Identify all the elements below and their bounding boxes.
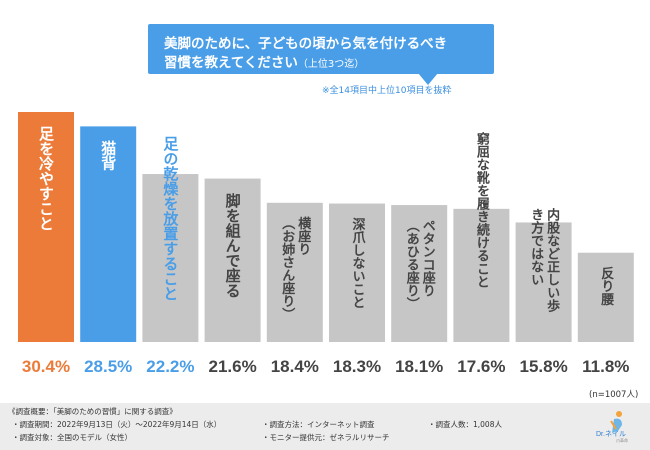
category-label-5-col1: 横座り <box>295 216 312 256</box>
value-label-8: 17.6% <box>457 357 505 376</box>
bar-4 <box>204 178 261 342</box>
logo-sub-text: 爪革命 <box>616 437 628 443</box>
question-line-1: 美脚のために、子どもの頃から気を付けるべき <box>164 36 448 52</box>
bar-3 <box>142 174 199 342</box>
bar-8 <box>453 208 510 342</box>
survey-footer: 《調査概要：「美脚のための習慣」に関する調査》 ・調査期間：2022年9月13日… <box>0 403 650 450</box>
bar-10 <box>577 252 634 342</box>
question-line-2-suffix: （上位3つ迄） <box>297 59 365 70</box>
category-label-9-col2: き方ではない <box>528 208 544 286</box>
value-label-4: 21.6% <box>208 357 256 376</box>
value-label-3: 22.2% <box>146 357 194 376</box>
category-label-7-col1: ペタンコ座り <box>420 219 437 297</box>
bar-2 <box>80 126 137 342</box>
category-label-6: 深爪しないこと <box>350 217 366 309</box>
category-label-2: 猫背 <box>99 140 117 172</box>
logo-text: Dr.ネイル <box>596 430 626 438</box>
logo-head-icon <box>616 411 622 417</box>
bar-6 <box>329 203 385 342</box>
value-label-9: 15.8% <box>519 357 567 376</box>
survey-target: ・調査対象：全国のモデル（女性） <box>12 433 132 442</box>
category-label-9-col1: 内股など正しい歩 <box>544 207 560 313</box>
question-line-2-main: 習慣を教えてください <box>164 55 298 71</box>
category-label-1: 足を冷やすこと <box>37 126 55 231</box>
survey-title: 《調査概要：「美脚のための習慣」に関する調査》 <box>8 407 177 416</box>
bar-7 <box>391 205 448 342</box>
logo-arm-icon <box>610 420 617 430</box>
question-banner: 美脚のために、子どもの頃から気を付けるべき 習慣を教えてください（上位3つ迄） <box>148 24 494 74</box>
value-label-7: 18.1% <box>395 357 443 376</box>
logo-body-icon <box>612 418 622 433</box>
value-label-6: 18.3% <box>333 357 381 376</box>
category-label-5-col2: （お姉さん座り） <box>279 217 296 321</box>
banner-tail <box>418 73 438 85</box>
bar-1 <box>18 112 74 342</box>
nail-figure-icon: Dr.ネイル 爪革命 <box>596 411 628 443</box>
sample-size-label: (n=1007人) <box>589 390 639 400</box>
survey-provider: ・モニター提供元：ゼネラルリサーチ <box>262 433 390 442</box>
category-label-10: 反り腰 <box>598 266 615 307</box>
value-label-1: 30.4% <box>22 357 70 376</box>
category-label-4: 脚を組んで座る <box>224 193 242 298</box>
survey-method: ・調査方法：インターネット調査 <box>262 420 375 429</box>
bar-chart: 足を冷やすこと 30.4% 猫背 28.5% 足の乾燥を放置すること 22.2% 脚を組んで… <box>18 112 634 376</box>
value-label-5: 18.4% <box>271 357 319 376</box>
category-label-3: 足の乾燥を放置すること <box>161 136 179 301</box>
excerpt-note: ※全14項目中上位10項目を抜粋 <box>322 86 452 96</box>
bar-9 <box>515 222 572 342</box>
category-label-8: 窮屈な靴を履き続けること <box>474 131 490 288</box>
bar-5 <box>266 202 323 342</box>
value-label-2: 28.5% <box>84 357 132 376</box>
survey-period: ・調査期間：2022年9月13日（火）～2022年9月14日（水） <box>12 420 222 429</box>
category-label-7-col2: （あひる座り） <box>404 219 421 310</box>
value-label-10: 11.8% <box>582 357 629 376</box>
survey-count: ・調査人数：1,008人 <box>428 420 502 429</box>
question-line-2: 習慣を教えてください（上位3つ迄） <box>164 51 364 71</box>
